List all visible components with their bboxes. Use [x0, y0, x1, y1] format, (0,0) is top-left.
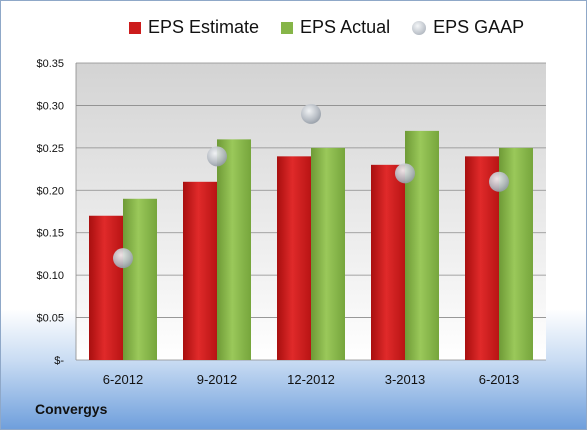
company-name: Convergys [35, 401, 108, 417]
bar-eps-actual [123, 198, 157, 360]
legend-item-estimate: EPS Estimate [129, 17, 259, 38]
bar-eps-estimate [465, 156, 499, 360]
marker-eps-gaap [207, 146, 227, 167]
legend: EPS Estimate EPS Actual EPS GAAP [129, 17, 546, 38]
marker-eps-gaap [301, 103, 321, 124]
x-tick-label: 9-2012 [197, 372, 237, 387]
bar-eps-estimate [89, 215, 123, 360]
y-tick-label: $0.20 [36, 185, 64, 197]
bar-eps-actual [217, 139, 251, 360]
y-tick-label: $0.35 [36, 58, 64, 70]
bar-eps-estimate [277, 156, 311, 360]
legend-swatch-actual [281, 21, 294, 34]
legend-label-estimate: EPS Estimate [148, 17, 260, 37]
bar-eps-actual [311, 147, 345, 360]
x-tick-label: 6-2013 [479, 372, 519, 387]
x-tick-label: 6-2012 [103, 372, 143, 387]
marker-eps-gaap [489, 171, 509, 192]
y-tick-label: $0.15 [36, 228, 64, 240]
bar-eps-estimate [183, 181, 217, 360]
x-tick-label: 12-2012 [287, 372, 335, 387]
bar-eps-estimate [371, 164, 405, 360]
legend-label-gaap: EPS GAAP [433, 17, 525, 37]
legend-swatch-estimate [129, 21, 141, 34]
y-tick-label: $0.05 [36, 313, 64, 325]
marker-eps-gaap [395, 163, 415, 184]
y-tick-label: $0.30 [36, 100, 64, 112]
legend-label-actual: EPS Actual [300, 17, 391, 37]
y-tick-label: $- [54, 355, 64, 367]
marker-eps-gaap [113, 248, 133, 269]
y-tick-label: $0.25 [36, 143, 64, 155]
legend-swatch-gaap [412, 20, 427, 35]
x-tick-label: 3-2013 [385, 372, 425, 387]
legend-item-gaap: EPS GAAP [412, 17, 524, 38]
legend-item-actual: EPS Actual [281, 17, 390, 38]
y-tick-label: $0.10 [36, 270, 64, 282]
